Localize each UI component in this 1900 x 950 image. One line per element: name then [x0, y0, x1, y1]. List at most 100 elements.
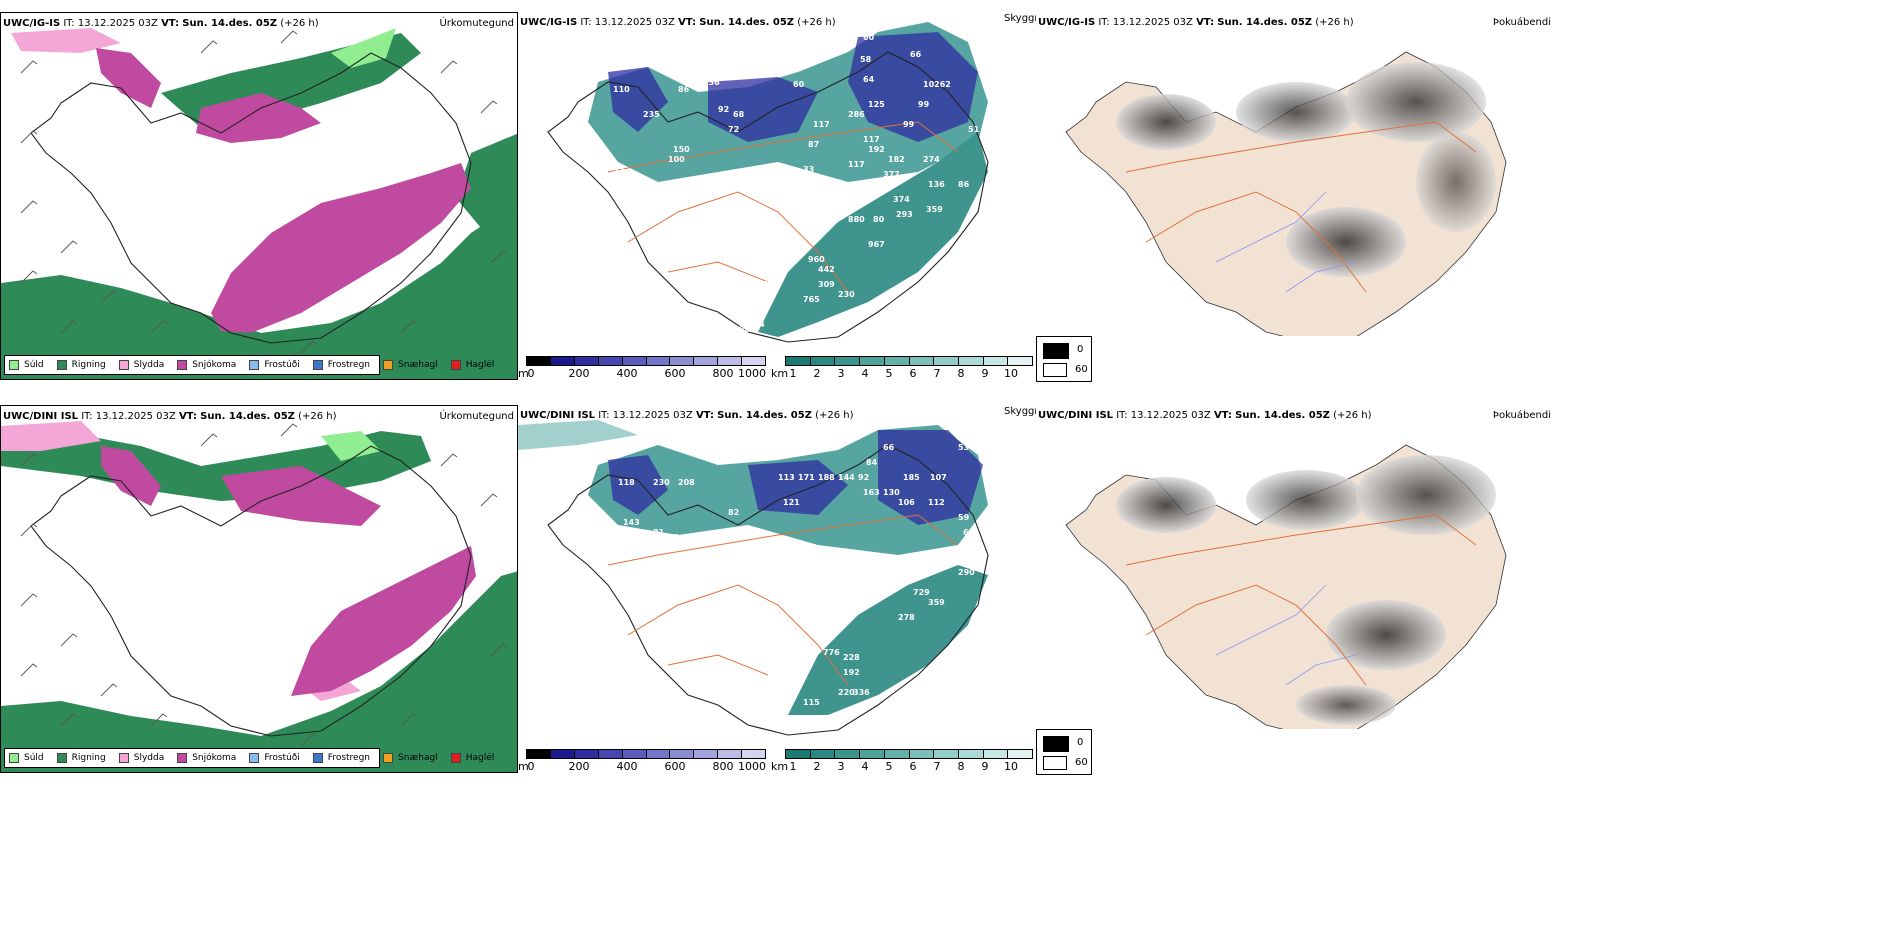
cloud-header: UWC/IG-IS IT: 13.12.2025 03Z VT: Sun. 14…	[520, 17, 836, 28]
snow-area-main	[211, 163, 471, 333]
legend-item: Súld	[9, 753, 44, 763]
ceiling-label: 235	[643, 110, 660, 119]
colorbar-swatch	[909, 357, 935, 365]
legend-item: Rigning	[56, 753, 106, 763]
colorbar-swatch	[527, 750, 551, 758]
fog-patch	[1416, 132, 1496, 232]
iceland-outline	[30, 445, 472, 737]
ceiling-label: 51	[968, 125, 980, 134]
colorbar-swatch	[598, 750, 623, 758]
ceiling-label: 81	[653, 528, 665, 537]
fog-patch	[1116, 94, 1216, 150]
precip-map	[1, 406, 517, 772]
ceiling-label: 336	[853, 688, 870, 697]
ceiling-label: 220	[838, 688, 855, 697]
rain-area-east	[456, 133, 517, 228]
precip-panel-bottom: UWC/DINI ISL IT: 13.12.2025 03Z VT: Sun.…	[0, 405, 518, 773]
wind-barbs	[20, 30, 508, 354]
colorbar-swatch	[958, 357, 984, 365]
legend-item: Frostúði	[249, 753, 300, 763]
colorbar-swatch	[860, 357, 885, 365]
colorbar-swatch	[1008, 357, 1033, 365]
colorbar-swatch	[958, 750, 984, 758]
fog-panel-top: UWC/IG-IS IT: 13.12.2025 03Z VT: Sun. 14…	[1036, 12, 1554, 336]
ceiling-label: 115	[613, 170, 630, 179]
legend-item: Slydda	[118, 753, 164, 763]
sleet-area	[11, 28, 121, 53]
iceland-outline	[30, 52, 472, 344]
ceiling-labels: 103 66 53 84 185 107 92 118 230 208 113 171 188 144 16…	[608, 443, 980, 707]
colorbar-swatch	[694, 750, 719, 758]
ceiling-label: 10262	[923, 80, 951, 89]
visibility-colorbar: km 1 2 3 4 5 6 7 8 9 10	[771, 356, 1036, 380]
fog-map	[1065, 444, 1507, 729]
wind-barbs	[20, 423, 508, 747]
ceiling-label: 121	[783, 498, 800, 507]
colorbar-swatch	[670, 750, 695, 758]
ceiling-label: 359	[928, 598, 945, 607]
ceiling-label: 493	[818, 205, 835, 214]
colorbar-swatch	[934, 750, 959, 758]
colorbar-swatch	[646, 750, 671, 758]
ceiling-label: 33	[803, 165, 814, 174]
ceiling-label: 66	[910, 50, 922, 59]
colorbar-swatch	[786, 750, 811, 758]
ceiling-label: 377	[883, 170, 900, 179]
cloud-title: Skyggni	[1004, 406, 1036, 417]
colorbar-swatch	[598, 357, 623, 365]
ceiling-label: 117	[813, 120, 830, 129]
ceiling-label: 163	[863, 488, 880, 497]
fog-header: UWC/DINI ISL IT: 13.12.2025 03Z VT: Sun.…	[1038, 410, 1551, 421]
colorbar-swatch	[574, 357, 599, 365]
colorbar-swatch	[835, 357, 861, 365]
ceiling-colorbar: m 0 200 400 600 800 1000	[518, 356, 770, 380]
ceiling-label: 66	[883, 443, 895, 452]
ceiling-label: 105	[613, 45, 630, 54]
ceiling-label: 208	[733, 325, 750, 334]
colorbar-swatch	[574, 750, 599, 758]
fog-patch	[1356, 455, 1496, 535]
ceiling-label: 309	[818, 280, 835, 289]
colorbar-swatch	[884, 750, 910, 758]
ceiling-label: 150	[673, 145, 690, 154]
legend-item: Haglél	[450, 753, 494, 763]
legend-item: Frostregn	[312, 360, 370, 370]
ceiling-label: 765	[803, 295, 820, 304]
ceiling-label: 117	[848, 160, 865, 169]
ceiling-label: 125	[868, 100, 885, 109]
ceiling-label: 135	[833, 568, 850, 577]
colorbar-swatch	[810, 357, 836, 365]
ceiling-label: 359	[926, 205, 943, 214]
fog-patch	[1326, 600, 1446, 670]
ceiling-label: 68	[733, 110, 745, 119]
legend-item: Súld	[9, 360, 44, 370]
fog-patch	[1296, 685, 1396, 725]
roads	[607, 121, 959, 293]
ceiling-label: 60	[793, 80, 805, 89]
ceiling-label: 880	[848, 215, 865, 224]
legend-item: Haglél	[450, 360, 494, 370]
ceiling-label: 471	[823, 185, 840, 194]
colorbar-swatch	[718, 357, 743, 365]
colorbar-swatch	[835, 750, 861, 758]
ceiling-label: 99	[918, 100, 930, 109]
ceiling-label: 59	[958, 513, 970, 522]
ceiling-label: 286	[848, 110, 865, 119]
rivers	[1215, 584, 1357, 686]
ceiling-label: 410	[728, 300, 745, 309]
ceiling-label: 63	[634, 60, 645, 69]
cloud-map: 103 66 53 84 185 107 92 118 230 208 113 171 188 144 16…	[518, 420, 989, 736]
ceiling-label: 86	[958, 180, 970, 189]
ceiling-label: 106	[898, 498, 915, 507]
ceiling-label: 785	[818, 633, 835, 642]
cloud-title: Skyggni	[1004, 13, 1036, 24]
ceiling-label: 293	[896, 210, 913, 219]
precip-panel-top: UWC/IG-IS IT: 13.12.2025 03Z VT: Sun. 14…	[0, 12, 518, 380]
cloud-panel-bottom: 103 66 53 84 185 107 92 118 230 208 113 171 188 144 16…	[518, 405, 1036, 773]
fog-patch	[1246, 470, 1366, 530]
colorbar-swatch	[622, 357, 647, 365]
ceiling-label: 112	[928, 498, 945, 507]
ceiling-label: 82	[668, 533, 679, 542]
ceiling-labels: 60 58 66 10262 105 63 86 136 60 64 125 99 235 201 110 9…	[603, 33, 980, 334]
ceiling-area	[608, 32, 978, 142]
